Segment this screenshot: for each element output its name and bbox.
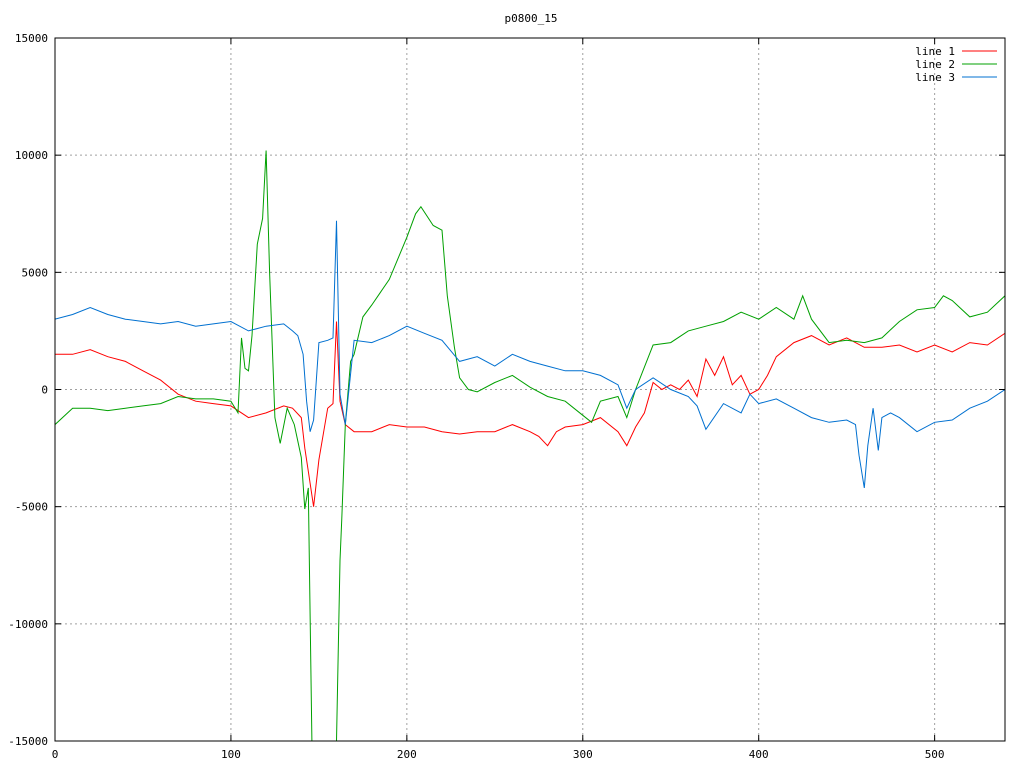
x-tick-label: 400 bbox=[749, 748, 769, 761]
legend-label: line 1 bbox=[915, 45, 955, 58]
y-tick-label: 0 bbox=[41, 384, 48, 397]
legend-label: line 2 bbox=[915, 58, 955, 71]
y-tick-label: -5000 bbox=[15, 501, 48, 514]
series-lines bbox=[55, 150, 1005, 741]
y-tick-label: -15000 bbox=[8, 735, 48, 748]
series-line-1 bbox=[55, 321, 1005, 507]
y-tick-label: 5000 bbox=[22, 266, 49, 279]
y-tick-label: -10000 bbox=[8, 618, 48, 631]
chart-title: p0800_15 bbox=[505, 12, 558, 25]
x-tick-label: 100 bbox=[221, 748, 241, 761]
legend-label: line 3 bbox=[915, 71, 955, 84]
y-tick-label: 15000 bbox=[15, 32, 48, 45]
axis-ticks: 0 100 200 300 400 500 -15000 -10000 -5000 0 5000 10… bbox=[8, 32, 1005, 761]
x-tick-label: 300 bbox=[573, 748, 593, 761]
x-tick-label: 0 bbox=[52, 748, 59, 761]
series-line-2 bbox=[55, 150, 1005, 741]
x-tick-label: 200 bbox=[397, 748, 417, 761]
series-line-3 bbox=[55, 220, 1005, 488]
y-tick-label: 10000 bbox=[15, 149, 48, 162]
x-tick-label: 500 bbox=[925, 748, 945, 761]
